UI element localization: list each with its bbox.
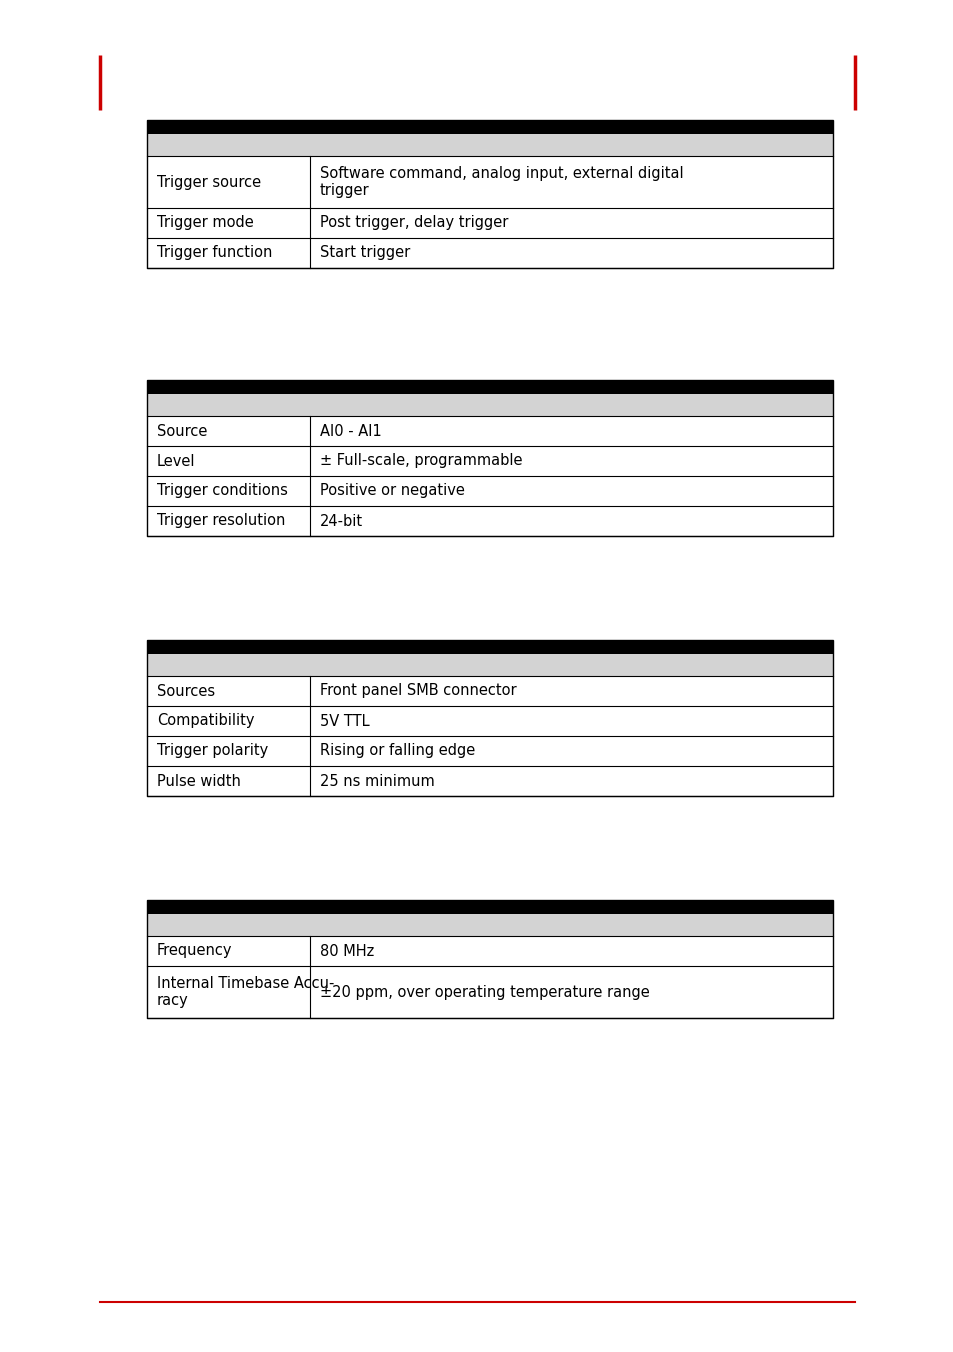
- Text: Positive or negative: Positive or negative: [319, 484, 464, 499]
- Bar: [147, 914, 832, 936]
- Text: ±20 ppm, over operating temperature range: ±20 ppm, over operating temperature rang…: [319, 984, 649, 999]
- Text: 5V TTL: 5V TTL: [319, 714, 369, 729]
- Bar: [147, 134, 832, 155]
- Bar: [147, 965, 832, 1018]
- Bar: [147, 767, 832, 796]
- Text: 25 ns minimum: 25 ns minimum: [319, 773, 435, 788]
- Text: Frequency: Frequency: [157, 944, 233, 959]
- Text: Pulse width: Pulse width: [157, 773, 240, 788]
- Bar: [147, 120, 832, 134]
- Text: Internal Timebase Accu-
racy: Internal Timebase Accu- racy: [157, 976, 334, 1009]
- Bar: [147, 735, 832, 767]
- Text: Trigger source: Trigger source: [157, 174, 261, 189]
- Text: ± Full-scale, programmable: ± Full-scale, programmable: [319, 453, 522, 469]
- Text: Start trigger: Start trigger: [319, 246, 410, 261]
- Text: Compatibility: Compatibility: [157, 714, 254, 729]
- Bar: [147, 900, 832, 1018]
- Bar: [147, 506, 832, 535]
- Bar: [147, 654, 832, 676]
- Bar: [147, 476, 832, 506]
- Bar: [147, 706, 832, 735]
- Bar: [147, 393, 832, 416]
- Text: Post trigger, delay trigger: Post trigger, delay trigger: [319, 215, 508, 230]
- Bar: [147, 380, 832, 393]
- Text: Trigger mode: Trigger mode: [157, 215, 253, 230]
- Bar: [147, 208, 832, 238]
- Text: 24-bit: 24-bit: [319, 514, 363, 529]
- Bar: [147, 676, 832, 706]
- Text: Trigger polarity: Trigger polarity: [157, 744, 268, 758]
- Text: Source: Source: [157, 423, 207, 438]
- Text: Trigger resolution: Trigger resolution: [157, 514, 285, 529]
- Text: 80 MHz: 80 MHz: [319, 944, 374, 959]
- Bar: [147, 936, 832, 965]
- Bar: [147, 380, 832, 535]
- Bar: [147, 238, 832, 268]
- Text: Software command, analog input, external digital
trigger: Software command, analog input, external…: [319, 166, 683, 199]
- Text: Trigger conditions: Trigger conditions: [157, 484, 288, 499]
- Bar: [147, 416, 832, 446]
- Text: Level: Level: [157, 453, 195, 469]
- Bar: [147, 155, 832, 208]
- Text: Trigger function: Trigger function: [157, 246, 273, 261]
- Text: AI0 - AI1: AI0 - AI1: [319, 423, 381, 438]
- Text: Rising or falling edge: Rising or falling edge: [319, 744, 475, 758]
- Bar: [147, 446, 832, 476]
- Bar: [147, 120, 832, 268]
- Bar: [147, 900, 832, 914]
- Bar: [147, 639, 832, 654]
- Bar: [147, 639, 832, 796]
- Text: Front panel SMB connector: Front panel SMB connector: [319, 684, 517, 699]
- Text: Sources: Sources: [157, 684, 214, 699]
